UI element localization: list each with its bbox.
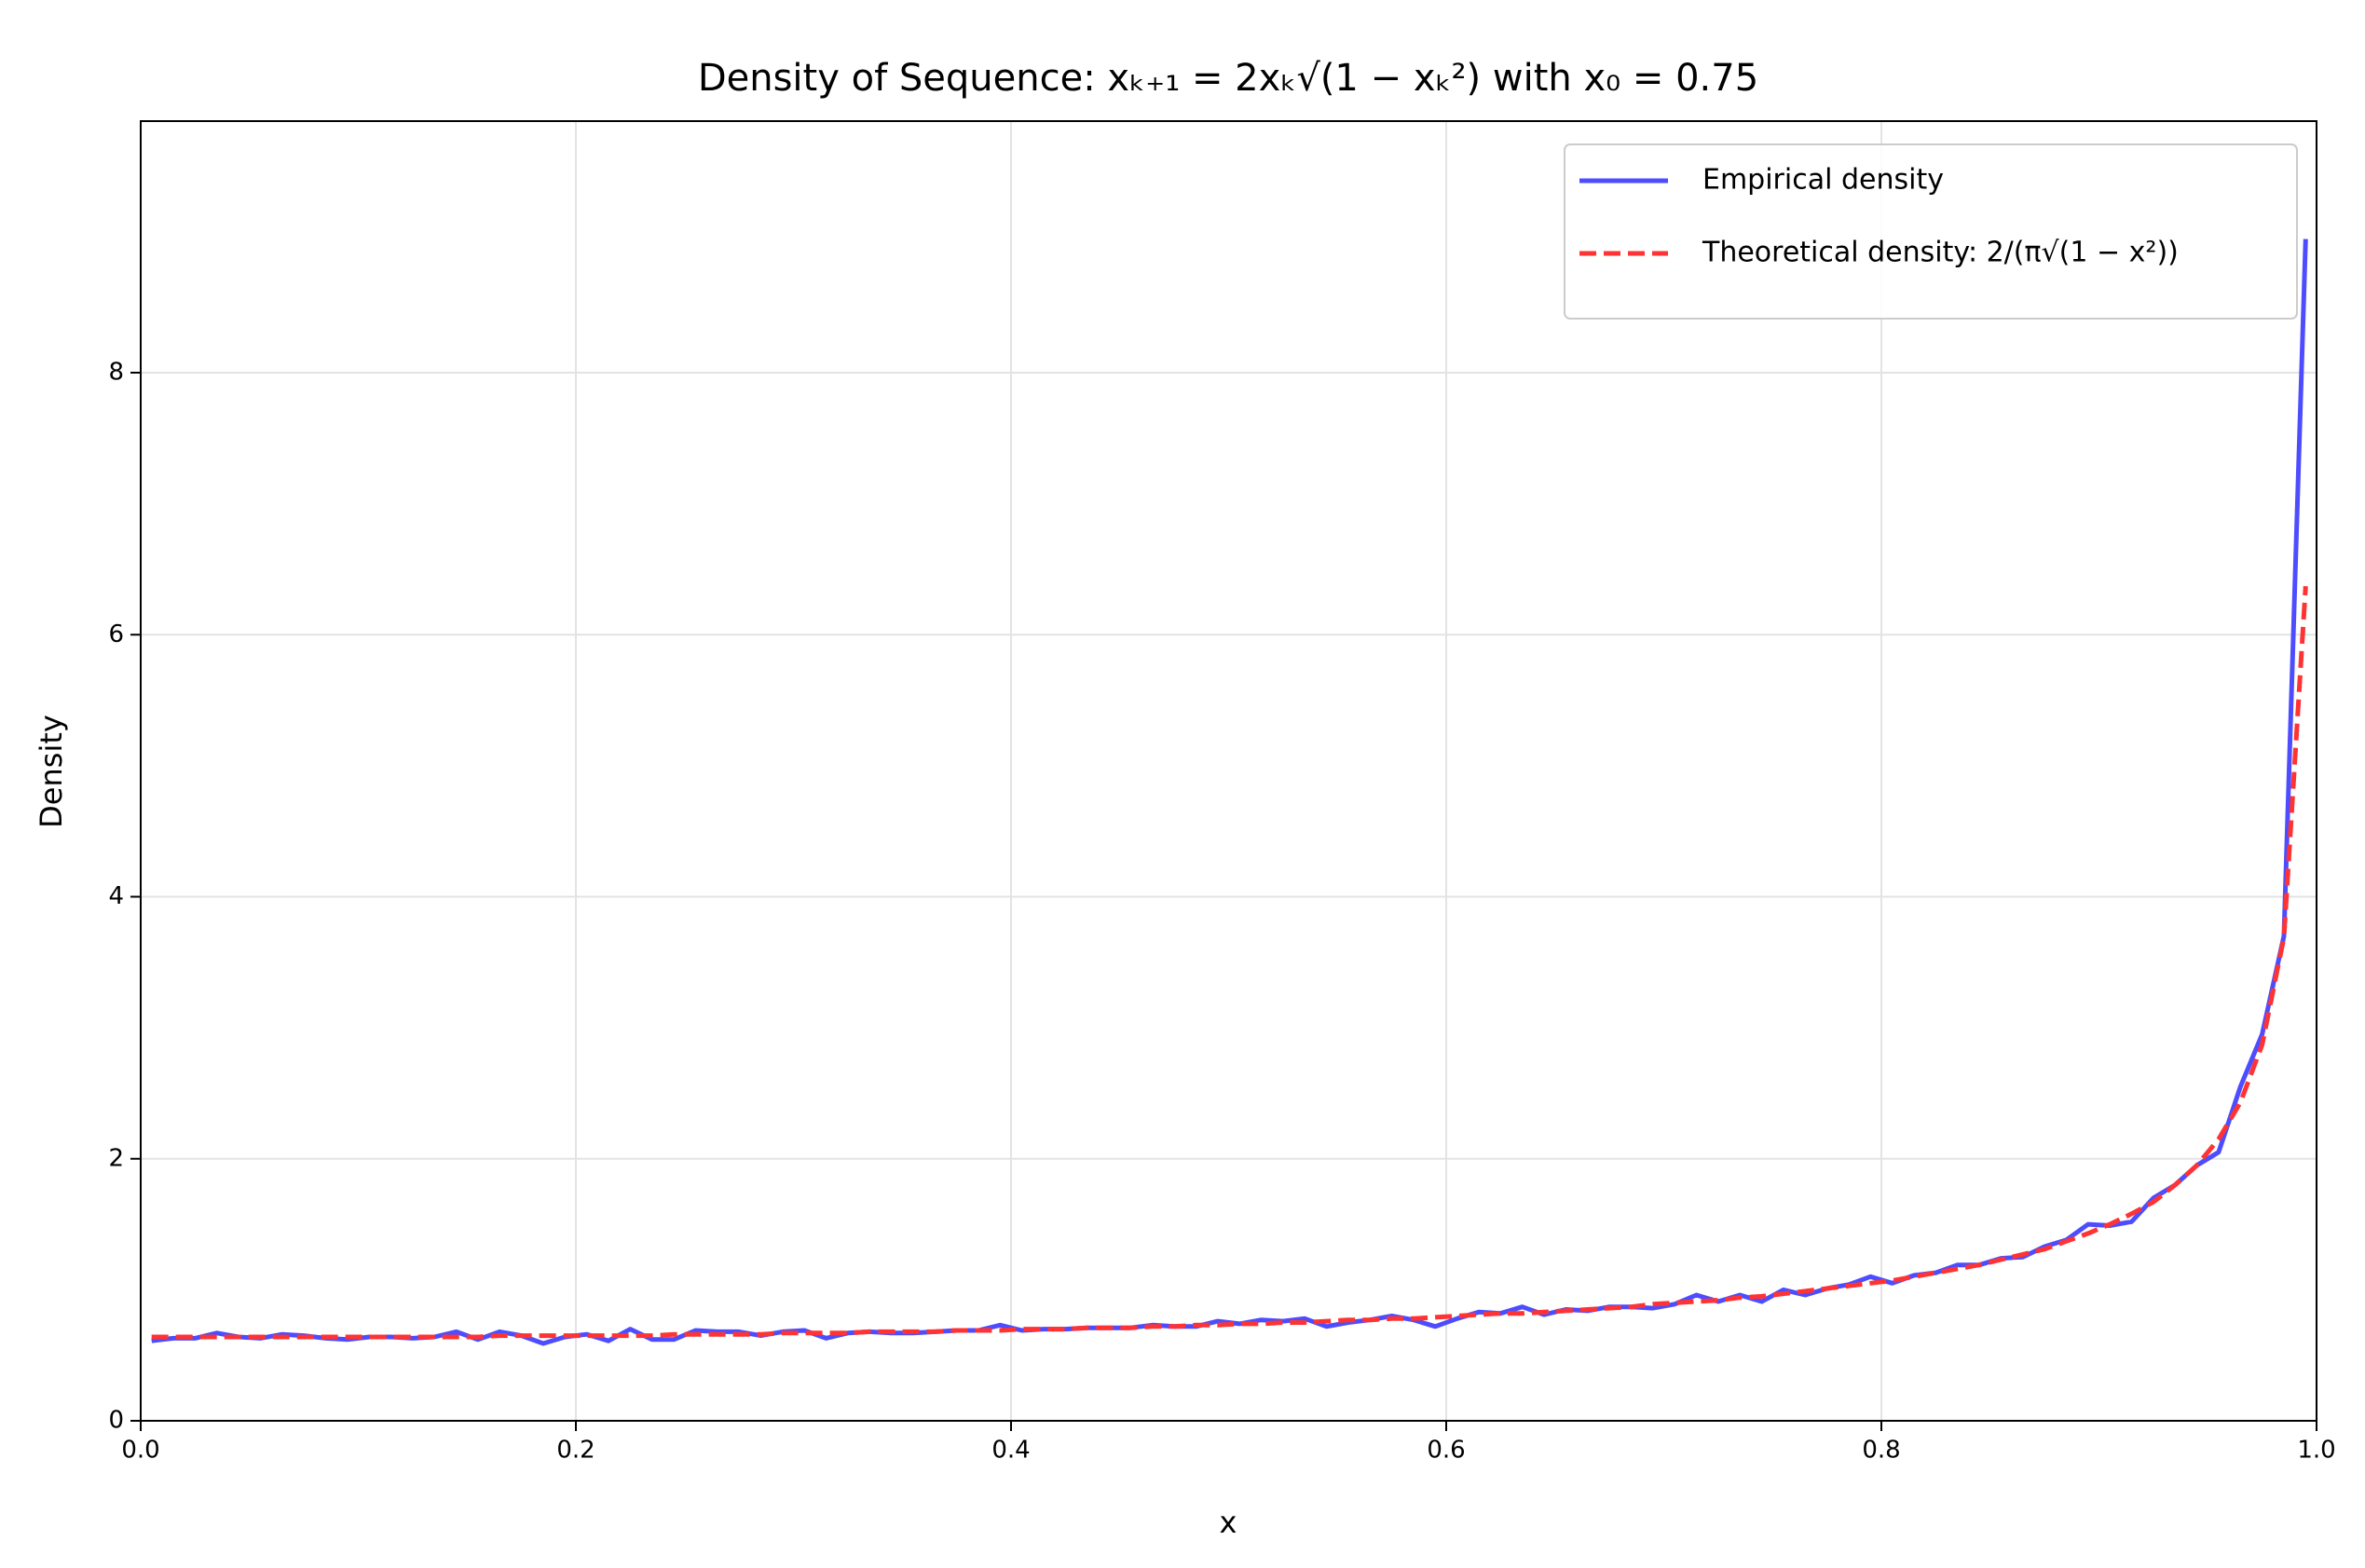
y-tick-label: 2 (108, 1144, 124, 1172)
legend-label: Empirical density (1702, 164, 1944, 197)
series-line (151, 239, 2308, 1346)
y-tick-label: 4 (108, 882, 124, 910)
plot-frame (140, 120, 2317, 1422)
y-tick-label: 6 (108, 620, 124, 648)
x-tick-label: 0.0 (121, 1437, 159, 1465)
x-axis-label: x (1220, 1505, 1237, 1540)
legend-box (1564, 143, 2298, 320)
x-tick-label: 1.0 (2297, 1437, 2335, 1465)
chart-title: Density of Sequence: xₖ₊₁ = 2xₖ√(1 − xₖ²… (698, 57, 1758, 100)
y-axis-label: Density (34, 715, 69, 828)
y-tick-label: 8 (108, 359, 124, 387)
x-tick-label: 0.6 (1427, 1437, 1465, 1465)
series-line (151, 586, 2308, 1340)
x-tick-label: 0.4 (991, 1437, 1030, 1465)
x-tick-label: 0.2 (556, 1437, 595, 1465)
legend-label: Theoretical density: 2/(π√(1 − x²)) (1702, 237, 2179, 269)
y-tick-label: 0 (108, 1407, 124, 1435)
x-tick-label: 0.8 (1862, 1437, 1900, 1465)
